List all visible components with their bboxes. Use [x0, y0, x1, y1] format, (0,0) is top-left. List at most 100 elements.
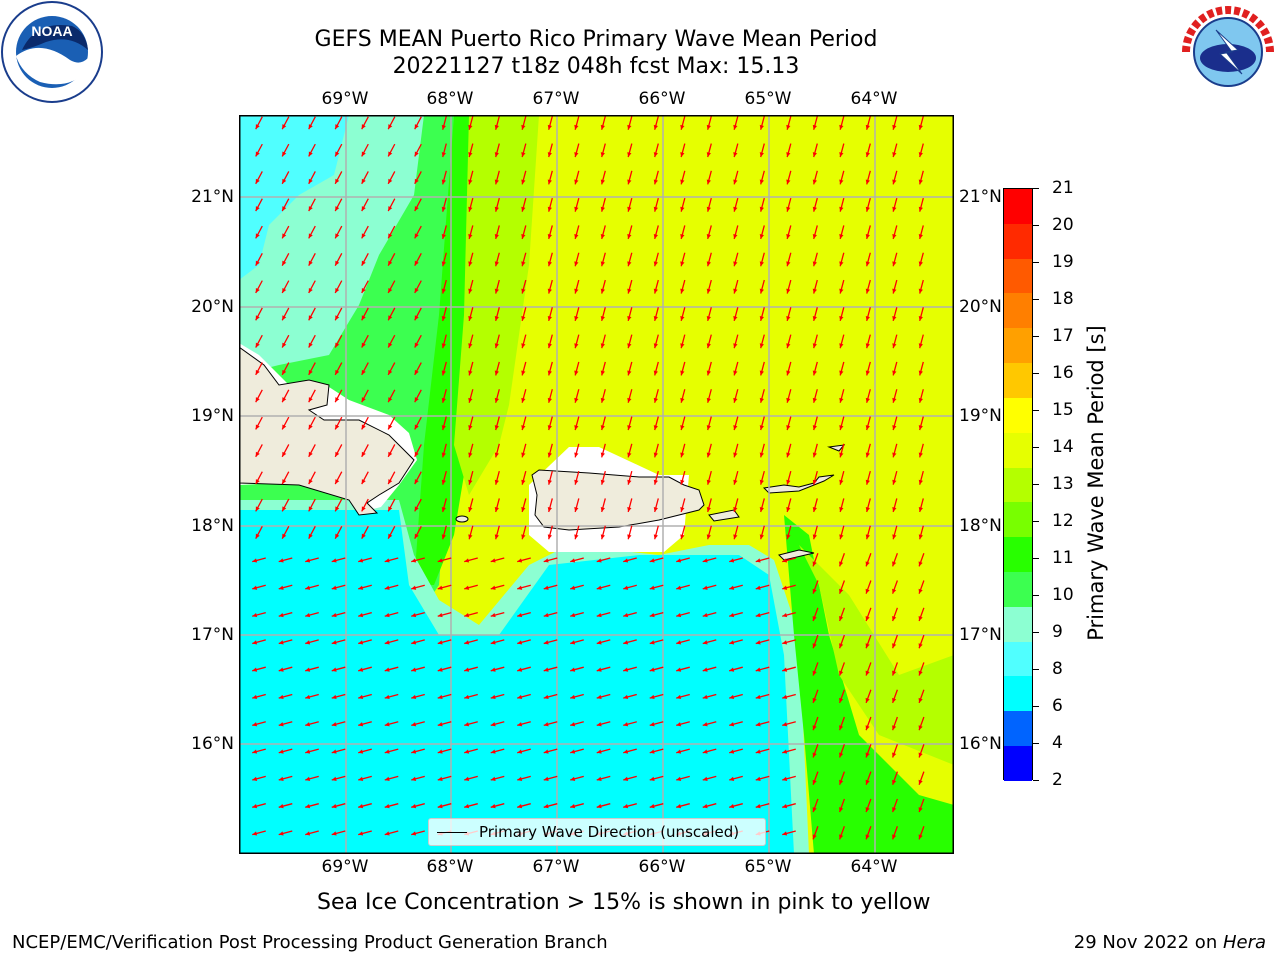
wave-arrow-head [358, 776, 364, 781]
wave-arrow-head [361, 151, 366, 157]
wave-arrow-head [812, 261, 817, 267]
wave-arrow-head [706, 206, 711, 212]
wave-arrow-head [702, 612, 708, 618]
wave-arrow-head [812, 643, 817, 649]
wave-arrow-head [706, 397, 711, 403]
wave-arrow-head [517, 722, 523, 727]
wave-arrow-head [653, 397, 658, 403]
wave-arrow-head [623, 694, 629, 700]
wave-arrow-head [388, 533, 393, 539]
lon-tick-bottom: 67°W [532, 857, 580, 877]
wave-arrow-head [596, 667, 602, 672]
wave-arrow-head [361, 424, 366, 430]
wave-arrow-head [729, 612, 735, 618]
wave-arrow-head [384, 640, 390, 645]
wave-arrow-head [543, 640, 549, 645]
wave-arrow-head [414, 287, 419, 293]
wave-arrow-head [468, 534, 473, 540]
wave-arrow-head [759, 534, 764, 540]
wave-arrow-head [812, 752, 817, 758]
wave-arrow-head [441, 206, 446, 212]
wave-arrow-head [680, 425, 685, 431]
wave-arrow-head [252, 749, 258, 754]
wave-arrow-head [623, 558, 629, 563]
wave-arrow-head [676, 804, 682, 809]
wave-arrow-head [441, 507, 446, 512]
wave-arrow-head [437, 804, 443, 809]
wave-arrow-head [441, 152, 446, 158]
wave-arrow-head [570, 804, 576, 809]
wave-arrow-head [388, 206, 393, 212]
colorbar-tick-mark [1033, 225, 1039, 226]
wave-arrow-head [600, 261, 605, 267]
wave-arrow-head [437, 585, 443, 590]
colorbar-tick-mark [1033, 410, 1039, 411]
wave-arrow-head [892, 561, 897, 567]
wave-arrow-head [335, 124, 340, 130]
wave-arrow-head [729, 722, 735, 727]
wave-arrow-head [600, 206, 605, 212]
wave-arrow-head [282, 342, 287, 348]
wave-arrow-head [517, 640, 523, 645]
wave-arrow-head [600, 315, 605, 321]
wave-arrow-head [414, 424, 419, 430]
wave-arrow-head [680, 452, 685, 458]
field-12-13 [799, 545, 954, 765]
wave-arrow-head [388, 233, 393, 239]
wave-arrow-head [252, 612, 258, 618]
wave-arrow-head [596, 776, 602, 781]
wave-arrow-head [786, 452, 791, 458]
wave-arrow-head [702, 749, 708, 754]
wave-arrow-head [839, 397, 844, 403]
wave-arrow-head [411, 776, 417, 781]
wave-arrow-head [437, 612, 443, 618]
wave-arrow-head [411, 804, 417, 809]
wave-arrow-head [759, 507, 764, 512]
wave-arrow-head [278, 722, 284, 727]
wave-arrow-head [865, 124, 870, 130]
wave-arrow-head [384, 749, 390, 754]
wave-arrow-head [627, 152, 632, 158]
wave-arrow-head [865, 534, 870, 540]
wave-arrow-head [918, 397, 923, 403]
wave-arrow-head [308, 479, 313, 485]
wave-arrow-head [839, 425, 844, 431]
wave-arrow-head [441, 534, 446, 540]
wave-arrow-head [574, 507, 579, 512]
wave-arrow-head [729, 694, 735, 700]
wave-arrow-head [308, 533, 313, 539]
wave-arrow-head [786, 206, 791, 212]
wave-arrow-head [358, 694, 364, 700]
wave-arrow-head [676, 640, 682, 645]
wave-arrow-head [839, 670, 844, 676]
wave-arrow-head [702, 694, 708, 700]
wave-arrow-head [729, 558, 735, 563]
wave-arrow-head [255, 533, 260, 539]
wave-arrow-head [892, 288, 897, 294]
wave-arrow-head [918, 315, 923, 321]
lon-tick-bottom: 65°W [744, 857, 792, 877]
colorbar-label: Primary Wave Mean Period [s] [1084, 325, 1108, 641]
wave-arrow-head [653, 288, 658, 294]
colorbar-segment [1004, 676, 1032, 712]
wave-arrow-head [411, 640, 417, 645]
wave-arrow-head [839, 124, 844, 130]
wave-arrow-head [255, 260, 260, 266]
wave-arrow-head [596, 694, 602, 700]
wave-arrow-head [574, 124, 579, 130]
wave-arrow-head [494, 370, 499, 376]
wave-arrow-head [490, 749, 496, 754]
wave-arrow-head [812, 534, 817, 540]
colorbar-segment [1004, 502, 1032, 538]
wave-arrow-head [892, 152, 897, 158]
wave-arrow-head [441, 288, 446, 294]
wave-arrow-head [543, 694, 549, 700]
wave-arrow-head [653, 261, 658, 267]
wave-arrow-head [680, 397, 685, 403]
wave-arrow-head [782, 776, 788, 781]
wave-arrow-head [839, 370, 844, 376]
wave-arrow-head [892, 425, 897, 431]
wave-arrow-head [305, 831, 311, 836]
wave-arrow-head [494, 397, 499, 403]
wave-arrow-head [464, 804, 470, 809]
